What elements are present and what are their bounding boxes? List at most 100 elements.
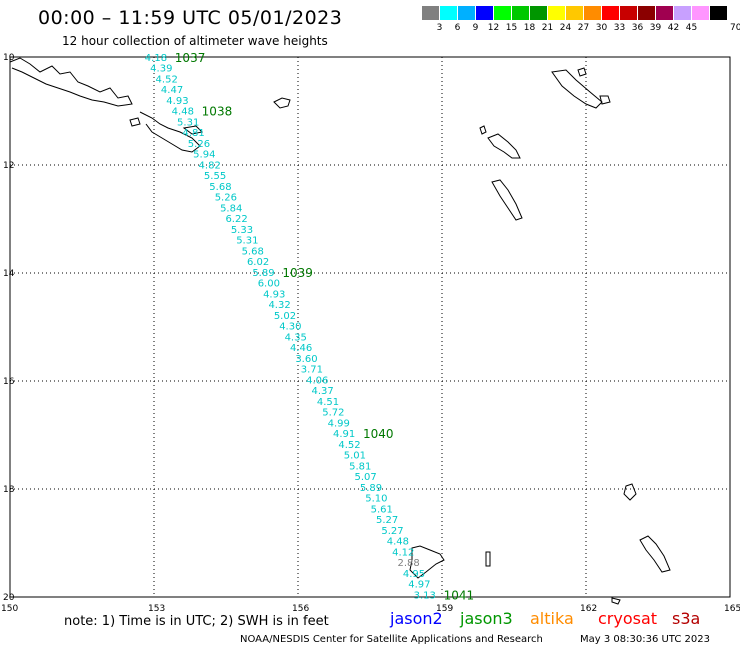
time-marker: 1038 bbox=[202, 105, 233, 119]
swh-reading: 4.95 bbox=[403, 569, 425, 580]
swh-reading: 4.82 bbox=[199, 160, 221, 171]
coastline-islet-a bbox=[485, 551, 491, 567]
time-markers: 1037 1038 1039 1040 1041 bbox=[175, 51, 474, 602]
swh-reading: 4.48 bbox=[172, 107, 194, 118]
color-scale-swatch bbox=[692, 6, 709, 20]
lat-tick-label: 20 bbox=[3, 593, 15, 603]
coastline-new-caledonia-north bbox=[409, 545, 445, 579]
coastline-small-island-c bbox=[577, 67, 587, 77]
color-scale-label: 15 bbox=[505, 23, 518, 33]
swh-reading: 5.89 bbox=[360, 483, 382, 494]
color-scale-swatch bbox=[638, 6, 655, 20]
coastline-small-island-d bbox=[599, 95, 611, 105]
credit-line: NOAA/NESDIS Center for Satellite Applica… bbox=[240, 634, 543, 645]
swh-reading: 5.27 bbox=[381, 526, 403, 537]
color-scale-swatch bbox=[620, 6, 637, 20]
coastline-solomon-c bbox=[491, 179, 523, 221]
swh-reading: 4.35 bbox=[285, 332, 307, 343]
color-scale-label: 45 bbox=[685, 23, 698, 33]
swh-reading: 5.02 bbox=[274, 311, 296, 322]
coastlines bbox=[9, 57, 671, 605]
lat-tick-label: 12 bbox=[3, 161, 14, 171]
map-subtitle: 12 hour collection of altimeter wave hei… bbox=[62, 34, 328, 48]
color-scale-swatch bbox=[440, 6, 457, 20]
color-scale-swatch bbox=[710, 6, 727, 20]
swh-reading: 6.02 bbox=[247, 257, 269, 268]
color-scale-label: 9 bbox=[472, 23, 479, 33]
swh-reading: 5.84 bbox=[220, 203, 242, 214]
time-marker: 1037 bbox=[175, 51, 206, 65]
swh-reading: 5.31 bbox=[236, 236, 258, 247]
color-scale-label: 42 bbox=[667, 23, 680, 33]
color-scale-label: 18 bbox=[523, 23, 536, 33]
swh-reading: 4.37 bbox=[311, 386, 333, 397]
time-marker: 1041 bbox=[444, 588, 475, 602]
swh-reading: 5.01 bbox=[344, 451, 366, 462]
coastline-island-north bbox=[273, 97, 291, 109]
color-scale-label: 21 bbox=[541, 23, 554, 33]
time-marker: 1040 bbox=[363, 427, 394, 441]
coastline-small-island-a bbox=[129, 117, 141, 127]
footer-note: note: 1) Time is in UTC; 2) SWH is in fe… bbox=[64, 614, 329, 629]
color-scale-label: 36 bbox=[631, 23, 644, 33]
swh-reading: 4.47 bbox=[161, 85, 183, 96]
satellite-track: 4.184.394.524.474.934.485.314.815.265.94… bbox=[145, 53, 436, 601]
time-marker: 1039 bbox=[282, 266, 313, 280]
swh-reading: 5.31 bbox=[177, 117, 199, 128]
color-scale-swatch bbox=[494, 6, 511, 20]
coastline-islet-b bbox=[611, 597, 621, 605]
satellite-legend-item: jason2 bbox=[390, 609, 443, 628]
color-scale-swatch bbox=[584, 6, 601, 20]
color-scale-label: 27 bbox=[577, 23, 590, 33]
swh-reading: 3.71 bbox=[301, 365, 323, 376]
swh-reading: 2.88 bbox=[397, 558, 419, 569]
satellite-legend-item: cryosat bbox=[598, 609, 658, 628]
swh-reading: 4.30 bbox=[279, 322, 301, 333]
generated-timestamp: May 3 08:30:36 UTC 2023 bbox=[580, 634, 710, 645]
swh-reading: 6.22 bbox=[225, 214, 247, 225]
swh-reading: 3.60 bbox=[295, 354, 317, 365]
color-scale-swatch bbox=[548, 6, 565, 20]
lon-tick-label: 153 bbox=[148, 604, 165, 614]
coastline-new-guinea-east bbox=[9, 57, 133, 107]
lat-lon-grid bbox=[9, 56, 731, 598]
satellite-legend-item: altika bbox=[530, 609, 574, 628]
lat-tick-label: 10 bbox=[3, 53, 15, 63]
color-scale-swatch bbox=[674, 6, 691, 20]
color-scale-swatch bbox=[476, 6, 493, 20]
color-scale-swatch bbox=[422, 6, 439, 20]
color-scale-swatch bbox=[512, 6, 529, 20]
map-frame bbox=[9, 56, 731, 598]
swh-reading: 5.94 bbox=[193, 150, 215, 161]
swh-reading: 5.89 bbox=[252, 268, 274, 279]
color-scale-label: 39 bbox=[649, 23, 662, 33]
lon-tick-label: 159 bbox=[436, 604, 453, 614]
color-scale-label: 33 bbox=[613, 23, 626, 33]
coastline-small-island-b bbox=[182, 125, 204, 135]
swh-reading: 4.93 bbox=[166, 96, 188, 107]
swh-reading: 5.26 bbox=[215, 193, 237, 204]
coastline-louisiade bbox=[139, 111, 201, 153]
color-scale-label: 12 bbox=[487, 23, 500, 33]
swh-reading: 4.81 bbox=[182, 128, 204, 139]
color-scale-label: 30 bbox=[595, 23, 608, 33]
lon-tick-label: 162 bbox=[580, 604, 597, 614]
color-scale-label: 6 bbox=[454, 23, 461, 33]
color-scale-swatch bbox=[530, 6, 547, 20]
color-scale-swatch bbox=[458, 6, 475, 20]
swh-reading: 4.39 bbox=[150, 64, 172, 75]
lon-tick-label: 150 bbox=[1, 604, 18, 614]
color-scale-unit-label: 70 (ft) bbox=[730, 23, 740, 33]
swh-reading: 6.00 bbox=[258, 279, 280, 290]
swh-reading: 5.27 bbox=[376, 515, 398, 526]
coastline-solomon-b bbox=[479, 125, 487, 135]
color-scale-swatch bbox=[566, 6, 583, 20]
coastline-vanuatu-b bbox=[639, 535, 671, 573]
color-scale-swatch bbox=[656, 6, 673, 20]
swh-reading: 4.93 bbox=[263, 289, 285, 300]
swh-reading: 5.33 bbox=[231, 225, 253, 236]
color-scale-swatch bbox=[602, 6, 619, 20]
color-scale-label: 3 bbox=[436, 23, 443, 33]
swh-reading: 5.68 bbox=[242, 246, 264, 257]
